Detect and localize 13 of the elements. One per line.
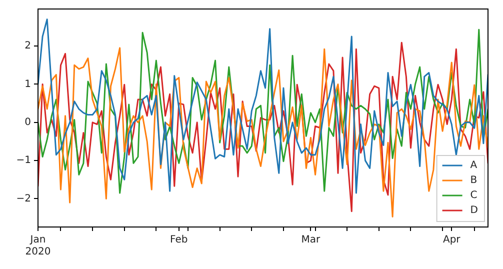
x-tick-label: Feb — [170, 234, 188, 246]
y-tick-label: 1 — [24, 78, 31, 90]
legend-label: A — [470, 160, 478, 172]
y-tick-label: 2 — [24, 40, 31, 52]
y-tick-label: 0 — [24, 116, 31, 128]
y-tick-label: −2 — [16, 193, 31, 204]
legend-label: C — [470, 190, 478, 202]
x-tick-label: Apr — [442, 234, 462, 246]
x-tick-label: Jan 2020 — [25, 234, 51, 258]
y-tick-label: −1 — [16, 155, 31, 166]
legend-label: B — [470, 175, 478, 186]
legend-label: D — [470, 205, 478, 216]
x-tick-label: Mar — [301, 234, 322, 246]
